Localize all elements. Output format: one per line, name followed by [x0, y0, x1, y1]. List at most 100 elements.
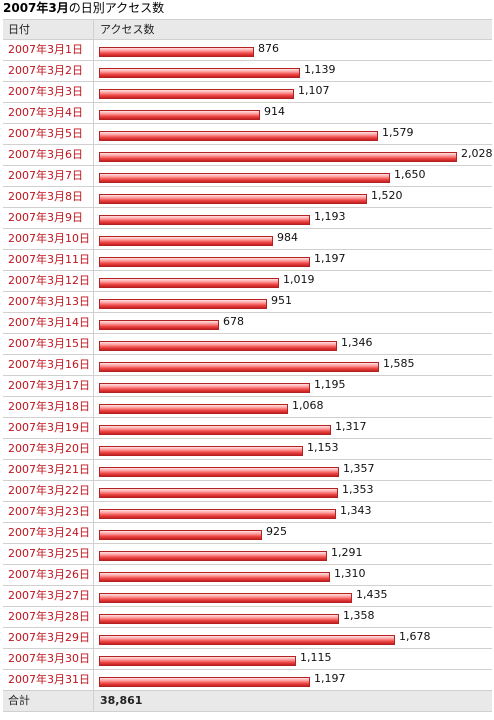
table-row: 2007年3月21日 1,357: [3, 460, 492, 481]
access-value-label: 1,068: [292, 399, 324, 412]
bar-cell: 1,153: [94, 439, 492, 459]
access-bar: [99, 425, 331, 435]
table-row: 2007年3月18日 1,068: [3, 397, 492, 418]
access-value-label: 984: [277, 231, 298, 244]
bar-cell: 1,197: [94, 250, 492, 270]
access-bar: [99, 215, 310, 225]
bar-cell: 1,346: [94, 334, 492, 354]
table-row: 2007年3月23日 1,343: [3, 502, 492, 523]
header-access-cell: アクセス数: [94, 20, 492, 40]
date-label: 2007年3月6日: [3, 145, 94, 165]
access-bar: [99, 278, 279, 288]
access-value-label: 925: [266, 525, 287, 538]
date-label: 2007年3月30日: [3, 649, 94, 669]
access-bar: [99, 152, 457, 162]
access-value-label: 1,139: [304, 63, 336, 76]
bar-cell: 1,310: [94, 565, 492, 585]
access-value-label: 1,317: [335, 420, 367, 433]
access-bar: [99, 194, 367, 204]
access-value-label: 1,585: [383, 357, 415, 370]
access-value-label: 1,579: [382, 126, 414, 139]
bar-cell: 1,357: [94, 460, 492, 480]
access-value-label: 1,291: [331, 546, 363, 559]
date-label: 2007年3月17日: [3, 376, 94, 396]
access-value-label: 1,153: [307, 441, 339, 454]
access-bar: [99, 656, 296, 666]
access-bar: [99, 467, 339, 477]
access-bar: [99, 173, 390, 183]
access-value-label: 1,197: [314, 252, 346, 265]
table-row: 2007年3月8日 1,520: [3, 187, 492, 208]
access-value-label: 1,520: [371, 189, 403, 202]
access-value-label: 1,193: [314, 210, 346, 223]
date-label: 2007年3月4日: [3, 103, 94, 123]
access-value-label: 1,357: [343, 462, 375, 475]
page-title: 2007年3月の日別アクセス数: [0, 0, 494, 19]
access-value-label: 914: [264, 105, 285, 118]
access-value-label: 1,343: [340, 504, 372, 517]
date-label: 2007年3月11日: [3, 250, 94, 270]
access-value-label: 1,358: [343, 609, 375, 622]
bar-cell: 1,193: [94, 208, 492, 228]
access-bar: [99, 257, 310, 267]
access-value-label: 1,678: [399, 630, 431, 643]
bar-cell: 1,678: [94, 628, 492, 648]
table-row: 2007年3月25日 1,291: [3, 544, 492, 565]
access-bar: [99, 404, 288, 414]
access-value-label: 1,107: [298, 84, 330, 97]
date-label: 2007年3月26日: [3, 565, 94, 585]
access-bar: [99, 677, 310, 687]
date-label: 2007年3月12日: [3, 271, 94, 291]
date-label: 2007年3月2日: [3, 61, 94, 81]
access-bar: [99, 572, 330, 582]
date-label: 2007年3月14日: [3, 313, 94, 333]
date-label: 2007年3月8日: [3, 187, 94, 207]
access-bar: [99, 383, 310, 393]
access-bar: [99, 551, 327, 561]
table-row: 2007年3月16日 1,585: [3, 355, 492, 376]
access-bar: [99, 509, 336, 519]
bar-cell: 1,358: [94, 607, 492, 627]
access-bar: [99, 299, 267, 309]
bar-cell: 1,195: [94, 376, 492, 396]
bar-cell: 1,317: [94, 418, 492, 438]
bar-cell: 914: [94, 103, 492, 123]
access-value-label: 678: [223, 315, 244, 328]
bar-cell: 1,520: [94, 187, 492, 207]
table-row: 2007年3月11日 1,197: [3, 250, 492, 271]
bar-cell: 1,435: [94, 586, 492, 606]
table-row: 2007年3月7日 1,650: [3, 166, 492, 187]
bar-cell: 1,197: [94, 670, 492, 690]
total-label: 合計: [3, 691, 94, 711]
date-label: 2007年3月5日: [3, 124, 94, 144]
header-date: 日付: [3, 20, 94, 40]
table-row: 2007年3月22日 1,353: [3, 481, 492, 502]
access-bar: [99, 320, 219, 330]
date-label: 2007年3月25日: [3, 544, 94, 564]
title-month: 2007年3月: [3, 1, 69, 15]
table-row: 2007年3月29日 1,678: [3, 628, 492, 649]
date-label: 2007年3月10日: [3, 229, 94, 249]
table-row: 2007年3月2日 1,139: [3, 61, 492, 82]
table-row: 2007年3月28日 1,358: [3, 607, 492, 628]
access-bar: [99, 488, 338, 498]
bar-cell: 1,343: [94, 502, 492, 522]
table-row: 2007年3月10日 984: [3, 229, 492, 250]
bar-cell: 951: [94, 292, 492, 312]
access-bar: [99, 362, 379, 372]
bar-cell: 1,019: [94, 271, 492, 291]
date-label: 2007年3月19日: [3, 418, 94, 438]
date-label: 2007年3月28日: [3, 607, 94, 627]
access-bar: [99, 635, 395, 645]
access-table: 日付 アクセス数 2007年3月1日 876 2007年3月2日 1,139 2007年…: [3, 19, 493, 712]
bar-cell: 1,107: [94, 82, 492, 102]
access-value-label: 1,353: [342, 483, 374, 496]
access-value-label: 951: [271, 294, 292, 307]
date-label: 2007年3月7日: [3, 166, 94, 186]
access-bar: [99, 236, 273, 246]
access-bar: [99, 446, 303, 456]
access-value-label: 1,197: [314, 672, 346, 685]
access-value-label: 1,195: [314, 378, 346, 391]
bar-cell: 1,139: [94, 61, 492, 81]
title-suffix: の日別アクセス数: [68, 1, 165, 15]
